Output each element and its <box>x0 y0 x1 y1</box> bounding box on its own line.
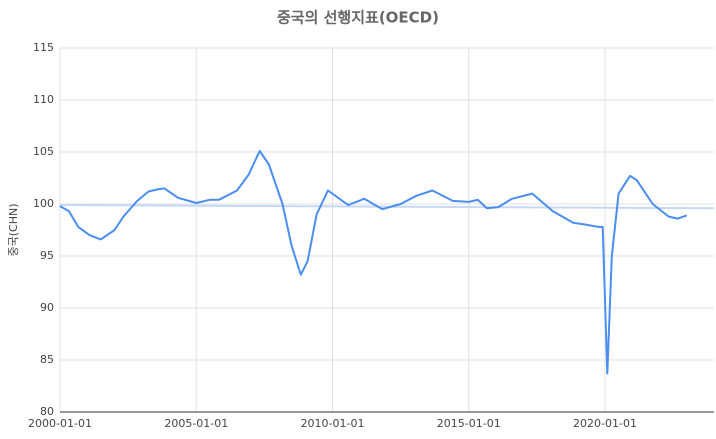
y-axis-label: 중국(CHN) <box>7 203 20 256</box>
x-tick-label: 2000-01-01 <box>28 417 92 430</box>
data-line <box>59 150 688 375</box>
y-tick-label: 80 <box>40 405 54 418</box>
data-line <box>59 204 715 210</box>
x-tick-label: 2010-01-01 <box>301 417 365 430</box>
y-tick-label: 110 <box>33 93 54 106</box>
y-tick-label: 85 <box>40 353 54 366</box>
y-tick-label: 115 <box>33 41 54 54</box>
x-tick-label: 2015-01-01 <box>437 417 501 430</box>
chart-title: 중국의 선행지표(OECD) <box>277 9 439 27</box>
y-tick-label: 90 <box>40 301 54 314</box>
y-tick-label: 105 <box>33 145 54 158</box>
y-tick-label: 95 <box>40 249 54 262</box>
y-tick-label: 100 <box>33 197 54 210</box>
x-tick-label: 2020-01-01 <box>573 417 637 430</box>
x-tick-label: 2005-01-01 <box>164 417 228 430</box>
